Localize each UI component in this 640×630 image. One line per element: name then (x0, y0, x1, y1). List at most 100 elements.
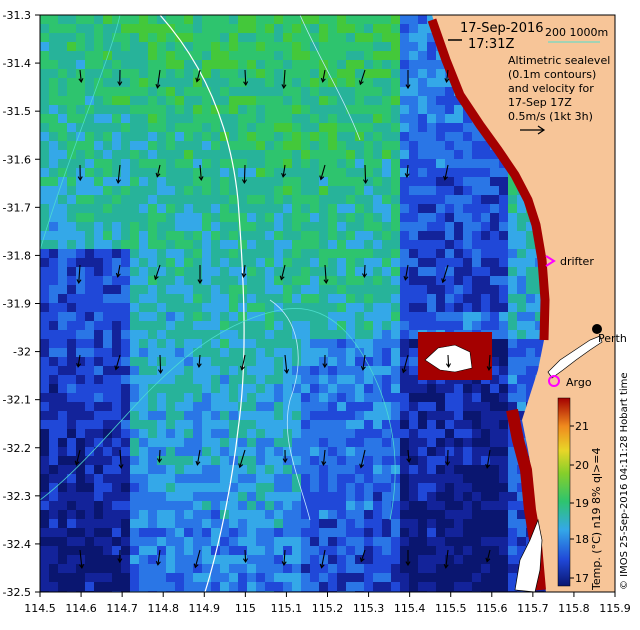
raster-cell (175, 420, 184, 429)
raster-cell (184, 132, 193, 141)
raster-cell (94, 213, 103, 222)
raster-cell (328, 294, 337, 303)
raster-cell (175, 69, 184, 78)
raster-cell (292, 87, 301, 96)
raster-cell (193, 474, 202, 483)
raster-cell (193, 510, 202, 519)
raster-cell (157, 330, 166, 339)
raster-cell (94, 384, 103, 393)
raster-cell (211, 141, 220, 150)
raster-cell (256, 222, 265, 231)
raster-cell (76, 303, 85, 312)
raster-cell (265, 60, 274, 69)
raster-cell (220, 276, 229, 285)
raster-cell (337, 474, 346, 483)
raster-cell (490, 159, 499, 168)
raster-cell (274, 276, 283, 285)
raster-cell (346, 330, 355, 339)
raster-cell (454, 213, 463, 222)
raster-cell (76, 222, 85, 231)
raster-cell (355, 51, 364, 60)
raster-cell (175, 240, 184, 249)
raster-cell (121, 312, 130, 321)
raster-cell (274, 519, 283, 528)
raster-cell (193, 213, 202, 222)
raster-cell (382, 78, 391, 87)
velocity-arrowhead (155, 172, 161, 178)
raster-cell (76, 249, 85, 258)
raster-cell (202, 177, 211, 186)
raster-cell (454, 168, 463, 177)
raster-cell (238, 429, 247, 438)
raster-cell (247, 249, 256, 258)
raster-cell (391, 366, 400, 375)
raster-cell (166, 249, 175, 258)
raster-cell (436, 204, 445, 213)
raster-cell (130, 222, 139, 231)
raster-cell (247, 114, 256, 123)
raster-cell (67, 447, 76, 456)
raster-cell (247, 285, 256, 294)
raster-cell (238, 186, 247, 195)
raster-cell (256, 465, 265, 474)
raster-cell (265, 537, 274, 546)
raster-cell (508, 285, 517, 294)
raster-cell (337, 312, 346, 321)
raster-cell (274, 222, 283, 231)
raster-cell (130, 114, 139, 123)
raster-cell (130, 501, 139, 510)
raster-cell (319, 501, 328, 510)
raster-cell (211, 204, 220, 213)
raster-cell (130, 438, 139, 447)
raster-cell (193, 420, 202, 429)
raster-cell (400, 222, 409, 231)
raster-cell (436, 402, 445, 411)
raster-cell (85, 303, 94, 312)
raster-cell (409, 24, 418, 33)
raster-cell (103, 96, 112, 105)
raster-cell (346, 321, 355, 330)
raster-cell (67, 420, 76, 429)
raster-cell (490, 528, 499, 537)
raster-cell (85, 573, 94, 582)
raster-cell (184, 384, 193, 393)
raster-cell (40, 330, 49, 339)
raster-cell (157, 267, 166, 276)
raster-cell (274, 231, 283, 240)
raster-cell (157, 96, 166, 105)
velocity-arrowhead (444, 78, 450, 83)
raster-cell (283, 357, 292, 366)
raster-cell (193, 447, 202, 456)
raster-cell (85, 366, 94, 375)
raster-cell (148, 330, 157, 339)
velocity-arrow (77, 354, 81, 367)
raster-cell (139, 258, 148, 267)
raster-cell (265, 555, 274, 564)
raster-cell (67, 573, 76, 582)
raster-cell (472, 276, 481, 285)
raster-cell (400, 366, 409, 375)
raster-cell (400, 231, 409, 240)
velocity-arrow (156, 69, 161, 88)
raster-cell (49, 51, 58, 60)
raster-cell (58, 546, 67, 555)
raster-cell (67, 213, 76, 222)
raster-cell (346, 222, 355, 231)
raster-cell (499, 393, 508, 402)
raster-cell (283, 276, 292, 285)
raster-cell (103, 231, 112, 240)
raster-cell (310, 141, 319, 150)
raster-cell (274, 582, 283, 591)
raster-cell (139, 357, 148, 366)
raster-cell (256, 402, 265, 411)
raster-cell (184, 537, 193, 546)
raster-cell (283, 231, 292, 240)
raster-cell (256, 357, 265, 366)
raster-cell (364, 447, 373, 456)
raster-cell (283, 348, 292, 357)
raster-cell (184, 474, 193, 483)
raster-cell (319, 573, 328, 582)
raster-cell (463, 393, 472, 402)
raster-cell (301, 249, 310, 258)
raster-cell (121, 501, 130, 510)
